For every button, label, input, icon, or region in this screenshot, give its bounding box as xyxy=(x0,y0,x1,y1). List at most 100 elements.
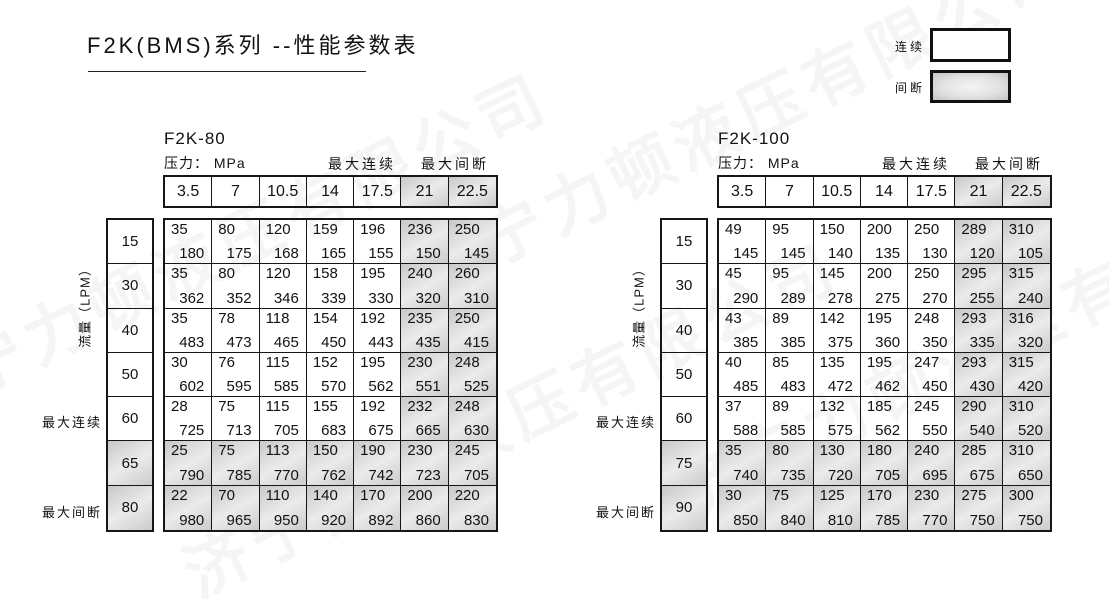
cell-value-top: 135 xyxy=(819,353,845,371)
cell-value-bottom: 385 xyxy=(780,333,806,351)
cell-value-top: 315 xyxy=(1008,265,1034,283)
max-intermittent-row-label: 最大间断 xyxy=(41,505,102,520)
cell-value-top: 76 xyxy=(218,353,235,371)
cell-value-top: 315 xyxy=(1008,353,1034,371)
data-cell: 230 551 xyxy=(401,352,449,398)
max-continuous-row-label: 最大连续 xyxy=(41,415,102,430)
data-cell: 192 675 xyxy=(354,397,402,442)
cell-value-top: 170 xyxy=(866,486,892,504)
cell-value-top: 113 xyxy=(265,442,290,460)
pressure-header-cell: 10.5 xyxy=(814,177,861,206)
cell-value-top: 247 xyxy=(914,353,940,371)
flow-label-column: 15 30 40 50 60 65 80 xyxy=(106,218,154,532)
data-cell: 236 150 xyxy=(401,220,449,265)
cell-value-top: 28 xyxy=(171,398,188,416)
cell-value-top: 235 xyxy=(407,309,433,327)
data-cell: 315 420 xyxy=(1002,352,1050,398)
pressure-header-row: 3.5 7 10.5 14 17.5 21 22.5 xyxy=(717,175,1052,208)
data-cell: 230 770 xyxy=(908,485,956,530)
cell-value-top: 185 xyxy=(866,398,892,416)
cell-value-bottom: 785 xyxy=(226,466,252,484)
cell-value-top: 195 xyxy=(360,265,386,283)
cell-value-top: 154 xyxy=(312,309,338,327)
cell-value-bottom: 770 xyxy=(273,466,299,484)
cell-value-top: 260 xyxy=(454,265,480,283)
cell-value-bottom: 585 xyxy=(780,422,806,440)
cell-value-top: 316 xyxy=(1008,309,1034,327)
data-cell: 220 830 xyxy=(448,485,496,530)
data-cell: 115 705 xyxy=(259,397,307,442)
cell-value-top: 142 xyxy=(819,309,845,327)
data-cell: 95 145 xyxy=(766,220,814,265)
cell-value-bottom: 550 xyxy=(922,422,948,440)
cell-value-bottom: 562 xyxy=(368,378,394,396)
pressure-header-cell: 22.5 xyxy=(1002,177,1050,206)
cell-value-top: 120 xyxy=(265,221,291,238)
flow-row-label: 65 xyxy=(108,441,152,486)
pressure-header-cell: 21 xyxy=(955,177,1003,206)
cell-value-top: 75 xyxy=(218,442,235,460)
pressure-header-cell: 3.5 xyxy=(719,177,767,206)
flow-row-label: 60 xyxy=(662,397,706,442)
cell-value-top: 75 xyxy=(218,398,235,416)
data-cell: 150 140 xyxy=(813,220,861,265)
data-cell: 248 350 xyxy=(908,308,956,353)
flow-row-label: 30 xyxy=(108,264,152,309)
cell-value-top: 285 xyxy=(961,442,987,460)
cell-value-top: 250 xyxy=(914,265,940,283)
cell-value-top: 30 xyxy=(725,486,742,504)
cell-value-top: 310 xyxy=(1008,398,1034,416)
cell-value-bottom: 785 xyxy=(875,511,901,529)
data-cell: 293 335 xyxy=(955,308,1003,353)
cell-value-top: 293 xyxy=(961,309,987,327)
cell-value-top: 248 xyxy=(454,398,480,416)
data-cell: 195 330 xyxy=(354,264,402,309)
data-cell: 310 105 xyxy=(1002,220,1050,265)
data-cell: 196 155 xyxy=(354,220,402,265)
data-cell: 142 375 xyxy=(813,308,861,353)
cell-value-top: 115 xyxy=(265,353,290,371)
cell-value-bottom: 950 xyxy=(273,511,299,529)
max-continuous-column-label: 最大连续 xyxy=(882,156,950,172)
cell-value-top: 158 xyxy=(312,265,338,283)
cell-value-bottom: 335 xyxy=(969,333,995,351)
cell-value-top: 190 xyxy=(360,442,386,460)
cell-value-top: 159 xyxy=(312,221,338,238)
cell-value-top: 35 xyxy=(171,265,188,283)
flow-label-column: 15 30 40 50 60 75 90 xyxy=(660,218,708,532)
legend-intermittent-label: 间断 xyxy=(894,81,925,95)
cell-value-bottom: 175 xyxy=(226,245,252,263)
cell-value-bottom: 350 xyxy=(922,333,948,351)
data-cell: 195 462 xyxy=(860,352,909,398)
data-cell: 150 762 xyxy=(306,441,355,486)
cell-value-top: 200 xyxy=(407,486,433,504)
cell-value-bottom: 770 xyxy=(922,511,948,529)
cell-value-bottom: 443 xyxy=(368,333,394,351)
performance-table-f2k-80: F2K-80 压力： MPa 最大连续 最大间断 3.5 7 10.5 14 17.5 2… xyxy=(0,125,505,545)
flow-row-label: 15 xyxy=(108,220,152,265)
cell-value-top: 195 xyxy=(360,353,386,371)
data-cell: 180 705 xyxy=(860,441,909,486)
cell-value-bottom: 270 xyxy=(922,289,948,307)
cell-value-top: 22 xyxy=(171,486,188,504)
data-cell: 25 790 xyxy=(165,441,213,486)
cell-value-top: 95 xyxy=(772,265,789,283)
cell-value-top: 35 xyxy=(725,442,742,460)
data-cell: 45 290 xyxy=(719,264,767,309)
data-cell: 240 695 xyxy=(908,441,956,486)
cell-value-bottom: 630 xyxy=(463,422,489,440)
pressure-header-cell: 3.5 xyxy=(165,177,213,206)
cell-value-top: 200 xyxy=(866,265,892,283)
data-cell: 115 585 xyxy=(259,352,307,398)
pressure-header-cell: 14 xyxy=(307,177,355,206)
cell-value-bottom: 705 xyxy=(875,466,901,484)
cell-value-top: 195 xyxy=(866,353,892,371)
cell-value-top: 35 xyxy=(171,309,188,327)
data-grid: 49 145 95 145 150 140 200 135 250 130 289 120 310 105… xyxy=(717,218,1052,532)
cell-value-top: 132 xyxy=(819,398,845,416)
cell-value-bottom: 725 xyxy=(179,422,205,440)
pressure-axis-caption: 压力： MPa xyxy=(718,155,800,171)
data-cell: 154 450 xyxy=(306,308,355,353)
data-cell: 80 175 xyxy=(212,220,260,265)
cell-value-top: 310 xyxy=(1008,442,1034,460)
